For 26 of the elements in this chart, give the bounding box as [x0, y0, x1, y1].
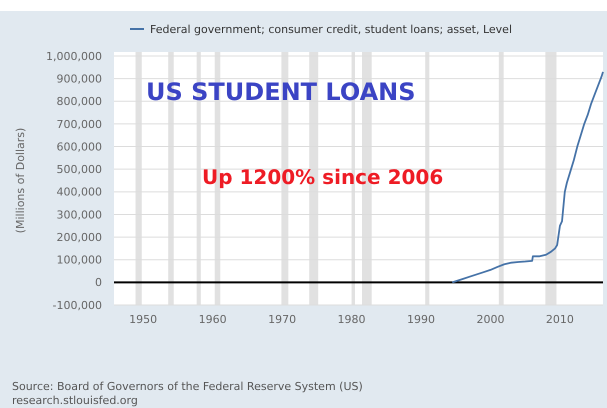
x-tick-label: 1970 — [268, 313, 296, 326]
text: research.stlouisfed.org — [12, 394, 138, 407]
text: Up 1200% since 2006 — [202, 165, 444, 189]
source-note: Source: Board of Governors of the Federal Reserve System (US) — [12, 380, 363, 393]
text: US STUDENT LOANS — [146, 78, 416, 106]
y-tick-label: -100,000 — [52, 298, 102, 312]
x-tick-label: 1950 — [129, 313, 158, 326]
y-tick-label: 600,000 — [56, 140, 102, 154]
y-tick-label: 1,000,000 — [46, 50, 102, 63]
y-tick-label: 0 — [95, 276, 102, 290]
y-tick-label: 400,000 — [56, 186, 102, 199]
y-tick-label: 300,000 — [56, 208, 102, 222]
x-tick-label: 2010 — [546, 313, 574, 326]
y-tick-label: 200,000 — [56, 230, 102, 244]
legend-label: Federal government; consumer credit, student loans; asset, Level — [150, 22, 512, 36]
y-tick-label: 500,000 — [56, 163, 102, 176]
y-tick-label: 800,000 — [56, 95, 102, 108]
line-series — [451, 70, 604, 284]
y-tick-label: 100,000 — [56, 254, 102, 267]
x-tick-label: 2000 — [476, 313, 504, 326]
y-axis-title: (Millions of Dollars) — [14, 128, 27, 234]
x-tick-label: 1980 — [338, 313, 366, 326]
x-tick-label: 1960 — [198, 313, 227, 326]
x-tick-label: 1990 — [407, 313, 436, 326]
y-tick-label: 700,000 — [56, 118, 102, 131]
y-tick-label: 900,000 — [56, 72, 102, 86]
